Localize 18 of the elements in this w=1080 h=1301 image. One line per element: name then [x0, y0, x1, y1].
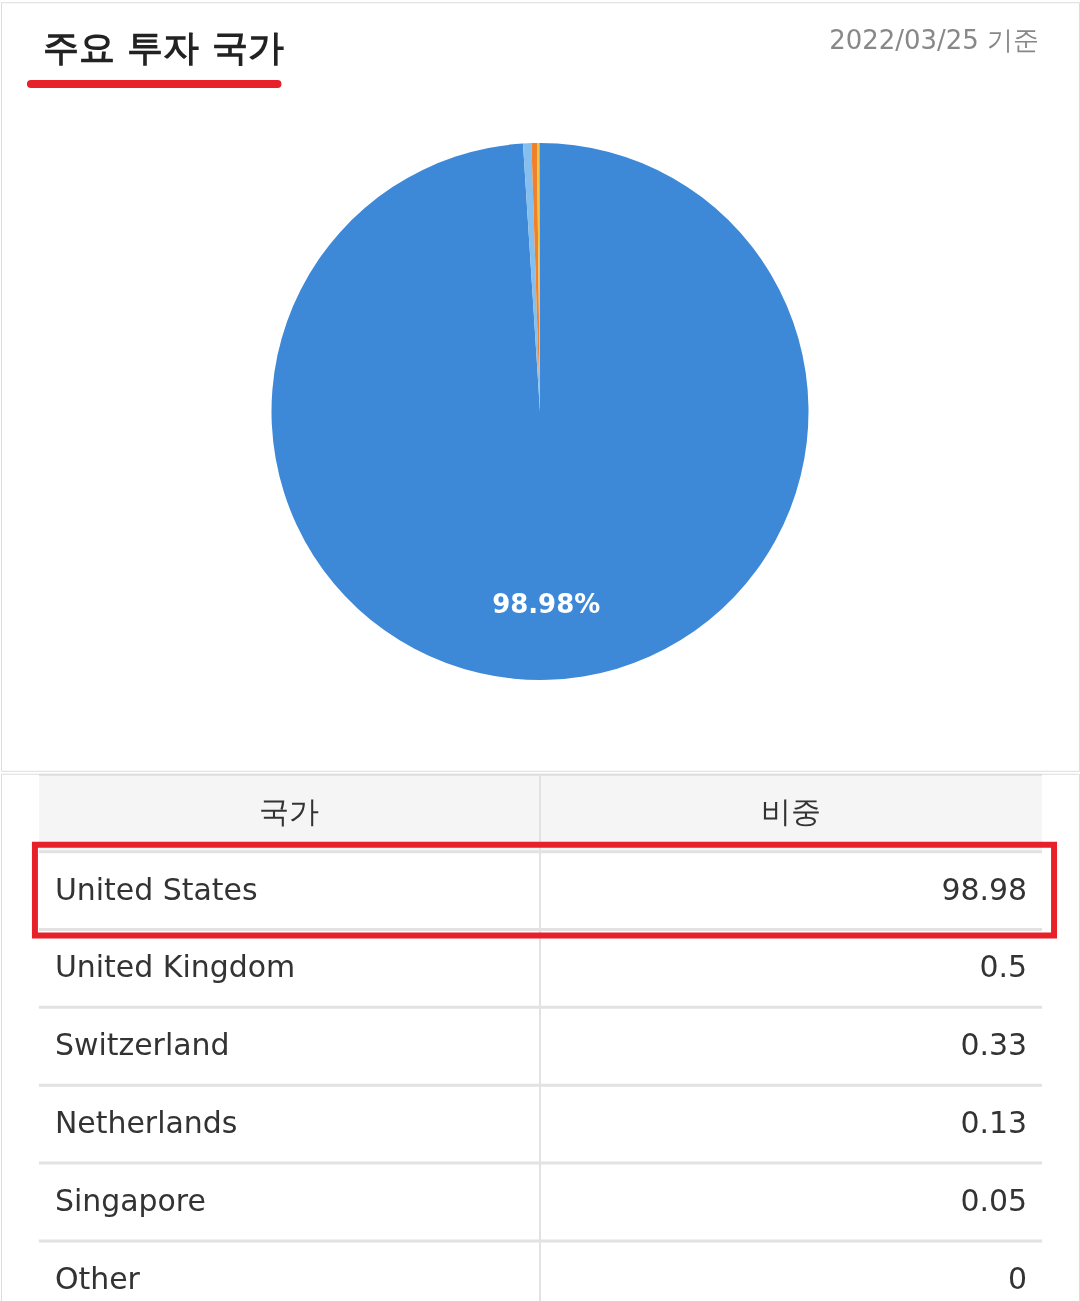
data-label: 0 [1008, 1260, 1028, 1296]
category-label: Netherlands [54, 1105, 238, 1141]
category-label: Switzerland [54, 1027, 230, 1063]
text: 2022/03/25 기준 [829, 25, 1040, 56]
chart-title: 주요 투자 국가 [42, 27, 284, 69]
data-label: 0.5 [979, 949, 1028, 985]
data-label: 98.98 [941, 871, 1028, 907]
category-label: Other [54, 1260, 141, 1296]
data-label: 0.33 [960, 1027, 1028, 1063]
data-label: 98.98% [492, 589, 601, 620]
category-label: Singapore [54, 1182, 206, 1218]
category-label: United Kingdom [54, 949, 296, 985]
category-label: United States [54, 871, 258, 907]
data-label: 0.05 [960, 1182, 1028, 1218]
data-label: 0.13 [960, 1105, 1028, 1141]
text: 국가 [259, 793, 320, 829]
pie-slice [271, 142, 809, 680]
text: 비중 [761, 793, 822, 829]
